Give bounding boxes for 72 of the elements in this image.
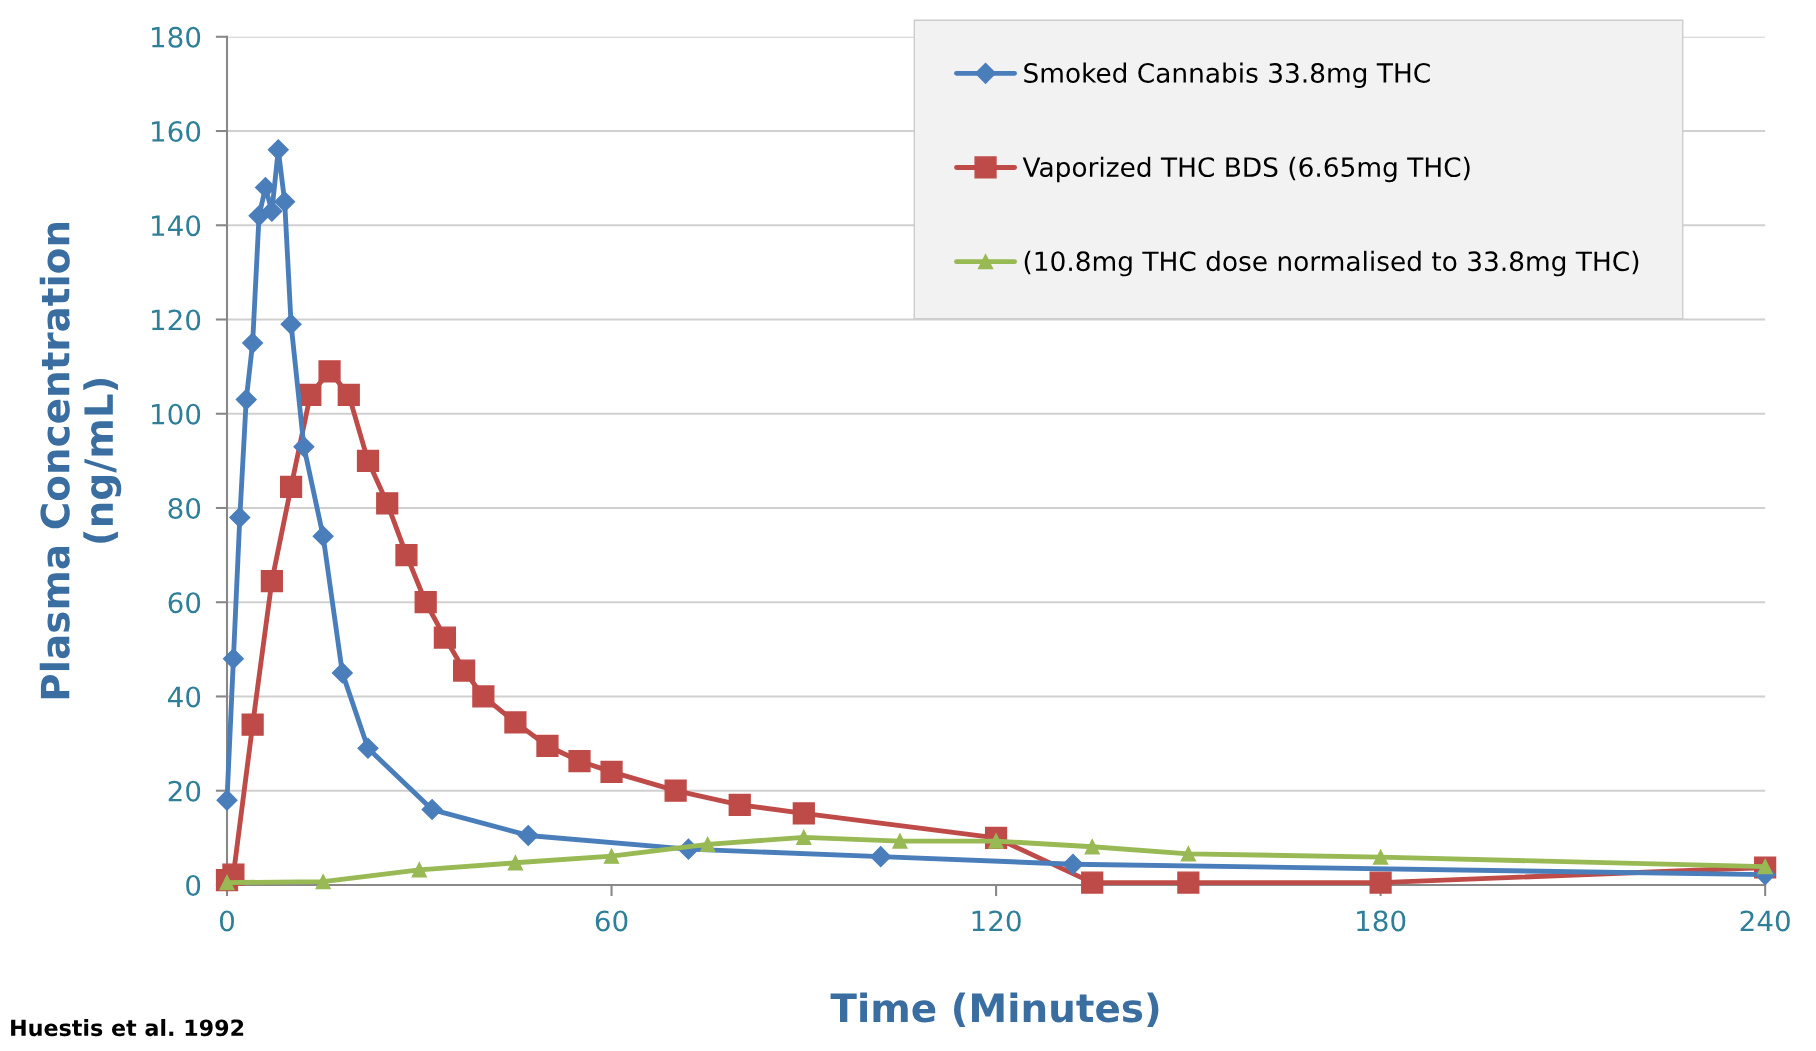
point xyxy=(517,824,539,846)
point xyxy=(356,449,380,472)
point xyxy=(376,492,399,515)
point xyxy=(796,829,812,845)
point xyxy=(1081,871,1104,894)
point xyxy=(279,475,303,498)
x-axis-title: Time (Minutes) xyxy=(830,992,1159,1028)
point xyxy=(267,139,289,161)
point xyxy=(216,789,238,811)
point xyxy=(235,389,257,411)
point xyxy=(241,713,264,736)
point xyxy=(1177,871,1200,894)
x-tick-label: 180 xyxy=(1357,910,1406,932)
point xyxy=(242,332,264,354)
y-tick-label: 60 xyxy=(168,592,201,614)
point xyxy=(260,569,283,593)
y-tick-label: 140 xyxy=(152,215,201,237)
point xyxy=(1372,849,1389,865)
point xyxy=(870,846,892,868)
x-tick-label: 240 xyxy=(1740,910,1790,932)
point xyxy=(664,779,687,802)
legend-label: Smoked Cannabis 33.8mg THC xyxy=(1024,62,1430,89)
point xyxy=(792,802,815,825)
point xyxy=(357,737,379,759)
point xyxy=(337,383,360,407)
point xyxy=(603,848,620,864)
point xyxy=(507,855,524,871)
point xyxy=(315,874,331,890)
y-tick-label: 180 xyxy=(152,26,201,48)
point xyxy=(293,436,315,458)
point xyxy=(1062,853,1084,875)
point xyxy=(274,191,296,213)
point xyxy=(728,793,751,816)
y-axis-title: Plasma Concentration (ng/mL) xyxy=(39,222,122,699)
point xyxy=(411,862,427,878)
point xyxy=(892,833,908,849)
y-tick-label: 120 xyxy=(152,309,201,331)
y-tick-label: 160 xyxy=(152,120,201,142)
point xyxy=(299,383,322,407)
legend-label: (10.8mg THC dose normalised to 33.8mg THC) xyxy=(1024,250,1639,277)
point xyxy=(472,685,495,708)
point xyxy=(1180,846,1196,862)
point xyxy=(318,360,341,383)
point xyxy=(414,591,437,614)
y-tick-label: 40 xyxy=(168,686,201,708)
point xyxy=(1084,839,1100,855)
point xyxy=(453,659,476,682)
x-tick-label: 60 xyxy=(595,910,628,932)
point xyxy=(229,506,251,528)
text: Huestis et al. 1992 xyxy=(11,1018,244,1037)
y-tick-label: 100 xyxy=(152,403,201,425)
point xyxy=(280,313,302,335)
point xyxy=(433,626,457,649)
point xyxy=(261,200,283,222)
point xyxy=(1369,871,1392,894)
point xyxy=(312,525,334,547)
y-tick-label: 20 xyxy=(168,780,201,802)
point xyxy=(254,177,276,199)
y-tick-label: 0 xyxy=(186,874,201,896)
x-tick-label: 0 xyxy=(219,910,234,932)
legend-label: Vaporized THC BDS (6.65mg THC) xyxy=(1022,156,1470,183)
point xyxy=(536,734,559,758)
point xyxy=(222,648,244,670)
y-tick-label: 80 xyxy=(168,497,201,519)
point xyxy=(700,836,716,853)
point xyxy=(504,711,527,734)
point xyxy=(421,799,443,821)
x-tick-label: 120 xyxy=(972,910,1021,932)
point xyxy=(331,662,353,684)
point xyxy=(568,749,591,773)
point xyxy=(395,543,418,567)
point xyxy=(600,760,623,783)
